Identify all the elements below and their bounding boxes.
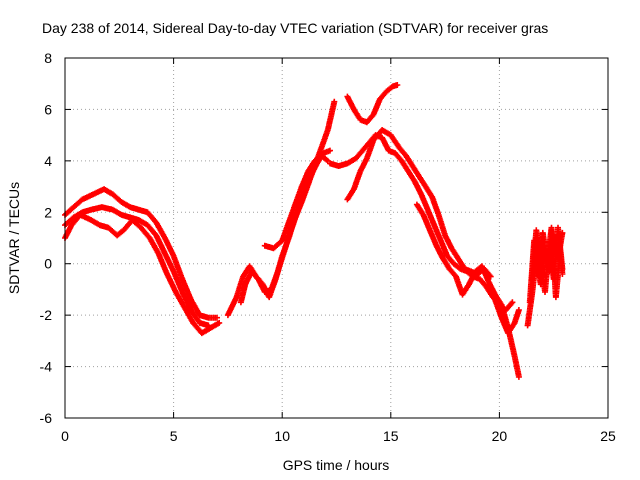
series-trace-b xyxy=(62,186,220,321)
grid-lines xyxy=(65,58,608,418)
y-tick-label: 8 xyxy=(44,50,52,66)
x-tick-label: 15 xyxy=(383,428,399,444)
y-tick-label: -4 xyxy=(40,359,53,375)
series-trace-i xyxy=(344,127,494,280)
x-tick-label: 10 xyxy=(274,428,290,444)
x-tick-label: 5 xyxy=(170,428,178,444)
series-trace-g xyxy=(327,132,516,313)
x-tick-label: 20 xyxy=(492,428,508,444)
chart-title: Day 238 of 2014, Sidereal Day-to-day VTE… xyxy=(42,20,548,36)
series-trace-n xyxy=(529,224,566,295)
y-tick-label: -6 xyxy=(40,410,53,426)
series-trace-d xyxy=(224,98,338,319)
series-trace-e xyxy=(237,147,333,306)
series-trace-f xyxy=(261,152,331,252)
x-tick-label: 25 xyxy=(600,428,616,444)
x-axis-label: GPS time / hours xyxy=(283,457,390,473)
series-trace-j xyxy=(413,201,522,380)
data-series xyxy=(62,82,566,380)
x-tick-label: 0 xyxy=(61,428,69,444)
y-axis-label: SDTVAR / TECUs xyxy=(6,182,22,294)
y-tick-label: 6 xyxy=(44,101,52,117)
series-trace-h xyxy=(344,82,401,126)
y-tick-labels: -6 -4 -2 0 2 4 6 8 xyxy=(40,50,53,426)
y-tick-label: 0 xyxy=(44,256,52,272)
x-tick-labels: 0 5 10 15 20 25 xyxy=(61,428,616,444)
y-tick-label: 2 xyxy=(44,204,52,220)
series-trace-k xyxy=(492,296,522,337)
axis-ticks xyxy=(64,57,609,419)
y-tick-label: -2 xyxy=(40,307,53,323)
y-tick-label: 4 xyxy=(44,153,52,169)
plot-frame xyxy=(64,57,609,419)
